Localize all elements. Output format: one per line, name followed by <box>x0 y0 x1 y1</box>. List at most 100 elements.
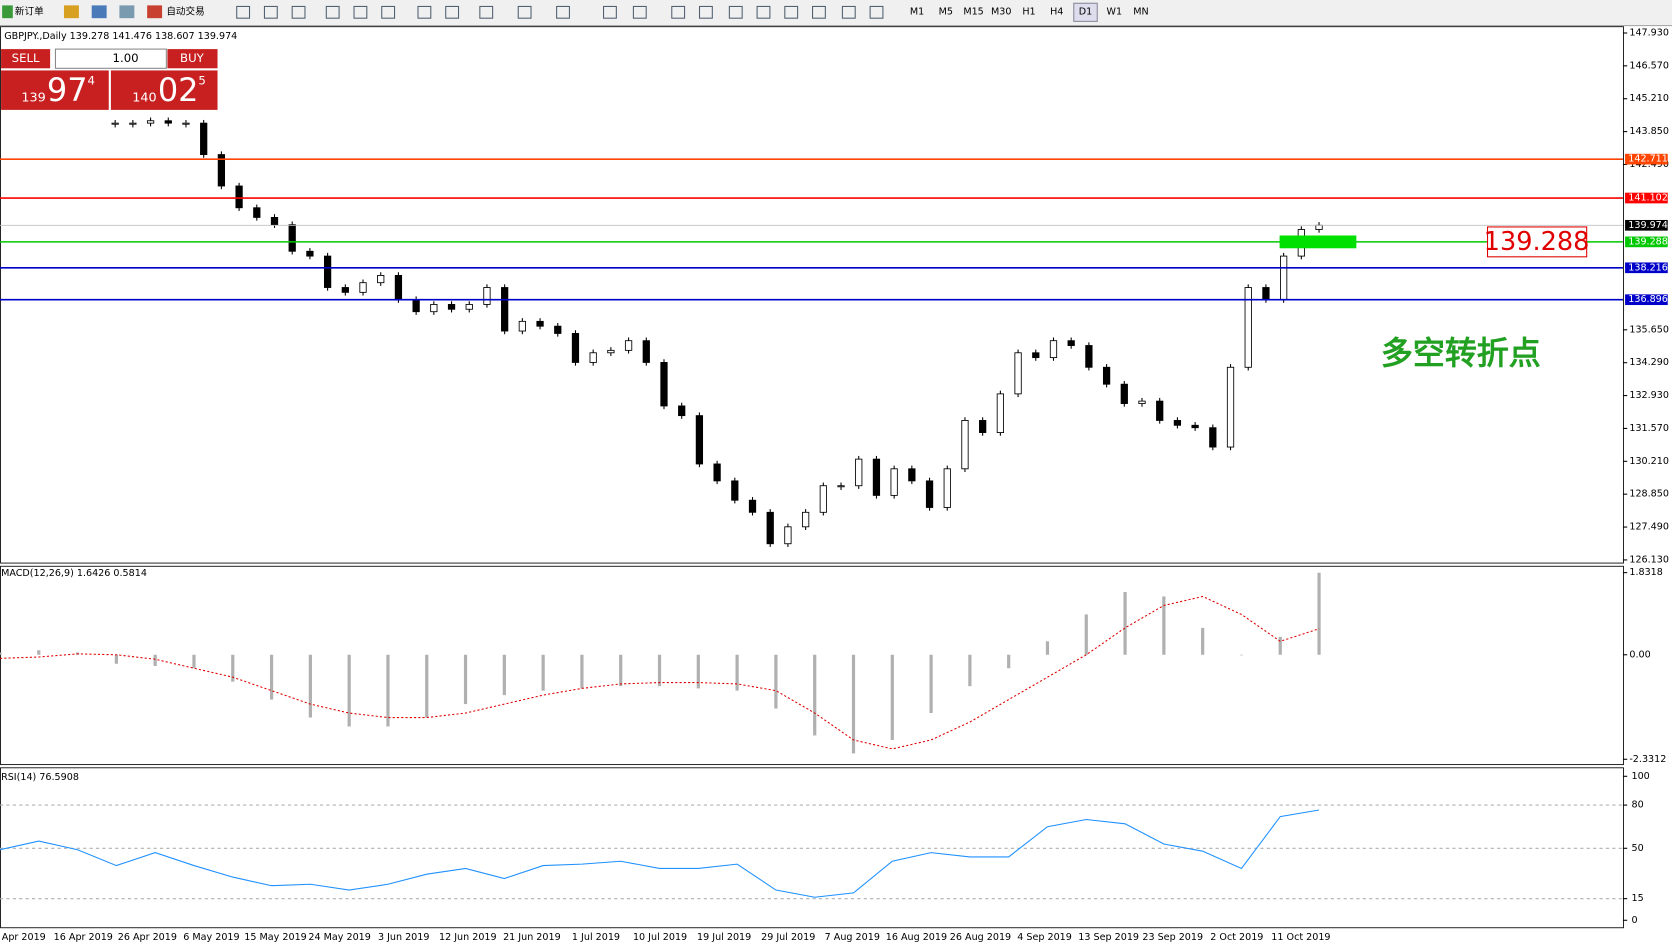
candle <box>961 420 969 470</box>
candle <box>182 122 190 125</box>
timeframe-button[interactable]: W1 <box>1107 6 1123 17</box>
y-tick-label: 130.210 <box>1629 456 1669 467</box>
tool-icon[interactable] <box>671 5 686 19</box>
candle <box>1280 255 1288 301</box>
ask-small: 5 <box>198 74 205 88</box>
y-tick-label: 15 <box>1631 893 1643 904</box>
new-order-icon[interactable] <box>2 5 13 19</box>
macd-signal <box>0 595 1320 750</box>
candle <box>288 224 296 252</box>
auto-trading-icon[interactable] <box>147 5 163 19</box>
lots-value[interactable]: 1.00 <box>113 51 139 65</box>
x-tick-label: 12 Jun 2019 <box>439 932 497 943</box>
tool-icon[interactable] <box>417 5 432 19</box>
tool-icon[interactable] <box>728 5 743 19</box>
lots-input[interactable] <box>54 48 167 69</box>
tool-icon[interactable] <box>812 5 826 19</box>
tool-icon[interactable] <box>91 5 107 19</box>
level-label: 136.896 <box>1628 294 1668 305</box>
candle <box>465 304 473 310</box>
x-tick-label: 13 Sep 2019 <box>1078 932 1139 943</box>
buy-button[interactable] <box>167 49 218 69</box>
x-tick-label: 6 May 2019 <box>183 932 239 943</box>
auto-trading-button[interactable]: 自动交易 <box>166 5 204 17</box>
panel-frame <box>0 565 1624 766</box>
tool-icon[interactable] <box>784 5 799 19</box>
candle <box>341 287 349 293</box>
candle <box>394 275 403 301</box>
timeframe-button[interactable]: MN <box>1133 6 1148 17</box>
candle <box>554 325 562 334</box>
timeframe-button[interactable]: M1 <box>910 6 924 17</box>
candle <box>377 275 385 284</box>
macd-bar <box>735 654 739 691</box>
timeframe-button[interactable]: M30 <box>991 6 1011 17</box>
timeframe-button[interactable]: M15 <box>963 6 983 17</box>
x-tick-label: 10 Jul 2019 <box>633 932 687 943</box>
signal-zone <box>1279 235 1357 249</box>
tool-icon[interactable] <box>291 5 306 19</box>
candle <box>129 122 137 125</box>
bid-box[interactable] <box>1 70 109 110</box>
tool-icon[interactable] <box>236 5 251 19</box>
macd-bar <box>1239 654 1244 656</box>
macd-bar <box>657 654 662 687</box>
tool-icon[interactable] <box>698 5 713 19</box>
big-level-box <box>1486 226 1588 258</box>
candle <box>748 499 757 513</box>
tool-icon[interactable] <box>841 5 856 19</box>
y-tick-label: 100 <box>1631 771 1649 782</box>
y-tick-label: 132.930 <box>1629 390 1669 401</box>
buy-label[interactable]: BUY <box>180 51 205 65</box>
tool-icon[interactable] <box>517 5 532 19</box>
y-tick-label: 80 <box>1631 800 1643 811</box>
macd-bar <box>37 650 41 655</box>
candle <box>1049 340 1058 359</box>
tool-icon[interactable] <box>756 5 771 19</box>
candle <box>253 207 261 218</box>
candle <box>518 320 526 332</box>
candle <box>359 282 367 293</box>
timeframe-button[interactable]: H1 <box>1022 6 1035 17</box>
level-label: 142.711 <box>1628 154 1668 165</box>
level-label: 139.974 <box>1628 220 1668 231</box>
tool-icon[interactable] <box>632 5 647 19</box>
tool-icon[interactable] <box>119 5 135 19</box>
tool-icon[interactable] <box>869 5 884 19</box>
x-tick-label: 11 Oct 2019 <box>1271 932 1330 943</box>
candle <box>1262 287 1270 301</box>
x-tick-label: 16 Apr 2019 <box>54 932 113 943</box>
sell-button[interactable] <box>1 49 51 69</box>
sell-label[interactable]: SELL <box>12 51 40 65</box>
x-tick-label: 15 May 2019 <box>244 932 306 943</box>
candle <box>1209 427 1217 448</box>
rsi-line <box>0 809 1320 898</box>
tool-icon[interactable] <box>381 5 396 19</box>
new-order-button[interactable]: 新订单 <box>15 5 44 17</box>
y-tick-label: 131.570 <box>1629 423 1669 434</box>
macd-bar <box>463 654 468 705</box>
chart-area <box>0 26 1672 947</box>
timeframe-button[interactable]: M5 <box>939 6 953 17</box>
macd-bar <box>541 654 545 691</box>
tool-icon[interactable] <box>353 5 368 19</box>
timeframe-button[interactable]: H4 <box>1050 6 1063 17</box>
x-tick-label: 1 Jul 2019 <box>572 932 620 943</box>
x-tick-label: 16 Aug 2019 <box>886 932 947 943</box>
x-tick-label: 26 Aug 2019 <box>950 932 1011 943</box>
tool-icon[interactable] <box>325 5 340 19</box>
tool-icon[interactable] <box>63 5 79 19</box>
tool-icon[interactable] <box>445 5 460 19</box>
tool-icon[interactable] <box>263 5 278 19</box>
ask-box[interactable] <box>110 70 218 110</box>
tool-icon[interactable] <box>556 5 570 19</box>
macd-bar <box>1162 596 1166 655</box>
x-tick-label: 7 Aug 2019 <box>825 932 880 943</box>
x-tick-label: 7 Apr 2019 <box>0 932 46 943</box>
rsi-header: RSI(14) 76.5908 <box>1 772 79 783</box>
timeframe-button[interactable]: D1 <box>1079 6 1092 17</box>
tool-icon[interactable] <box>479 5 494 19</box>
macd-bar <box>929 654 933 714</box>
tool-icon[interactable] <box>603 5 617 19</box>
